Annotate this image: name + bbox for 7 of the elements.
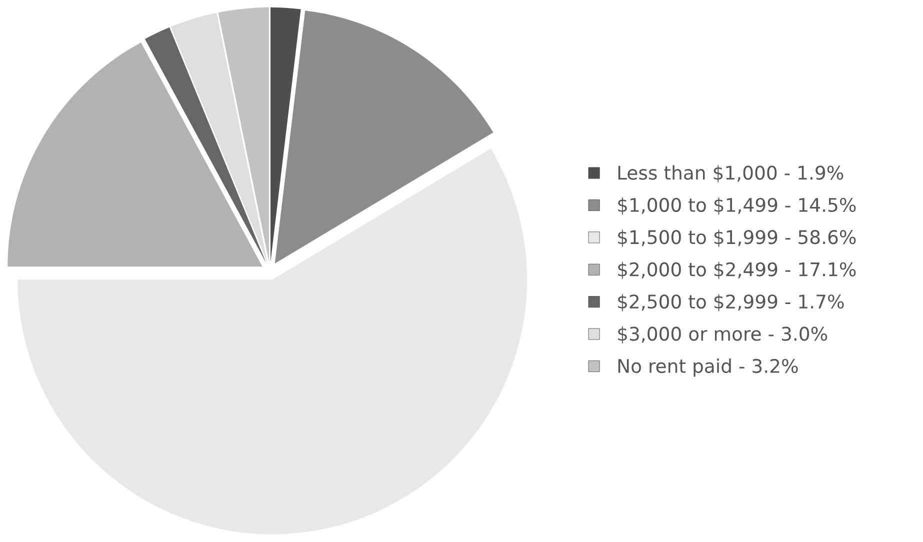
legend-label: $2,000 to $2,499 - 17.1%: [618, 262, 856, 279]
legend-label: $1,500 to $1,999 - 58.6%: [618, 230, 856, 247]
legend-label: Less than $1,000 - 1.9%: [618, 165, 844, 182]
legend-label: $3,000 or more - 3.0%: [618, 326, 828, 344]
legend-label: No rent paid - 3.2%: [618, 358, 798, 377]
legend-label: $2,500 to $2,999 - 1.7%: [618, 294, 844, 312]
legend-label: $1,000 to $1,499 - 14.5%: [618, 198, 856, 215]
